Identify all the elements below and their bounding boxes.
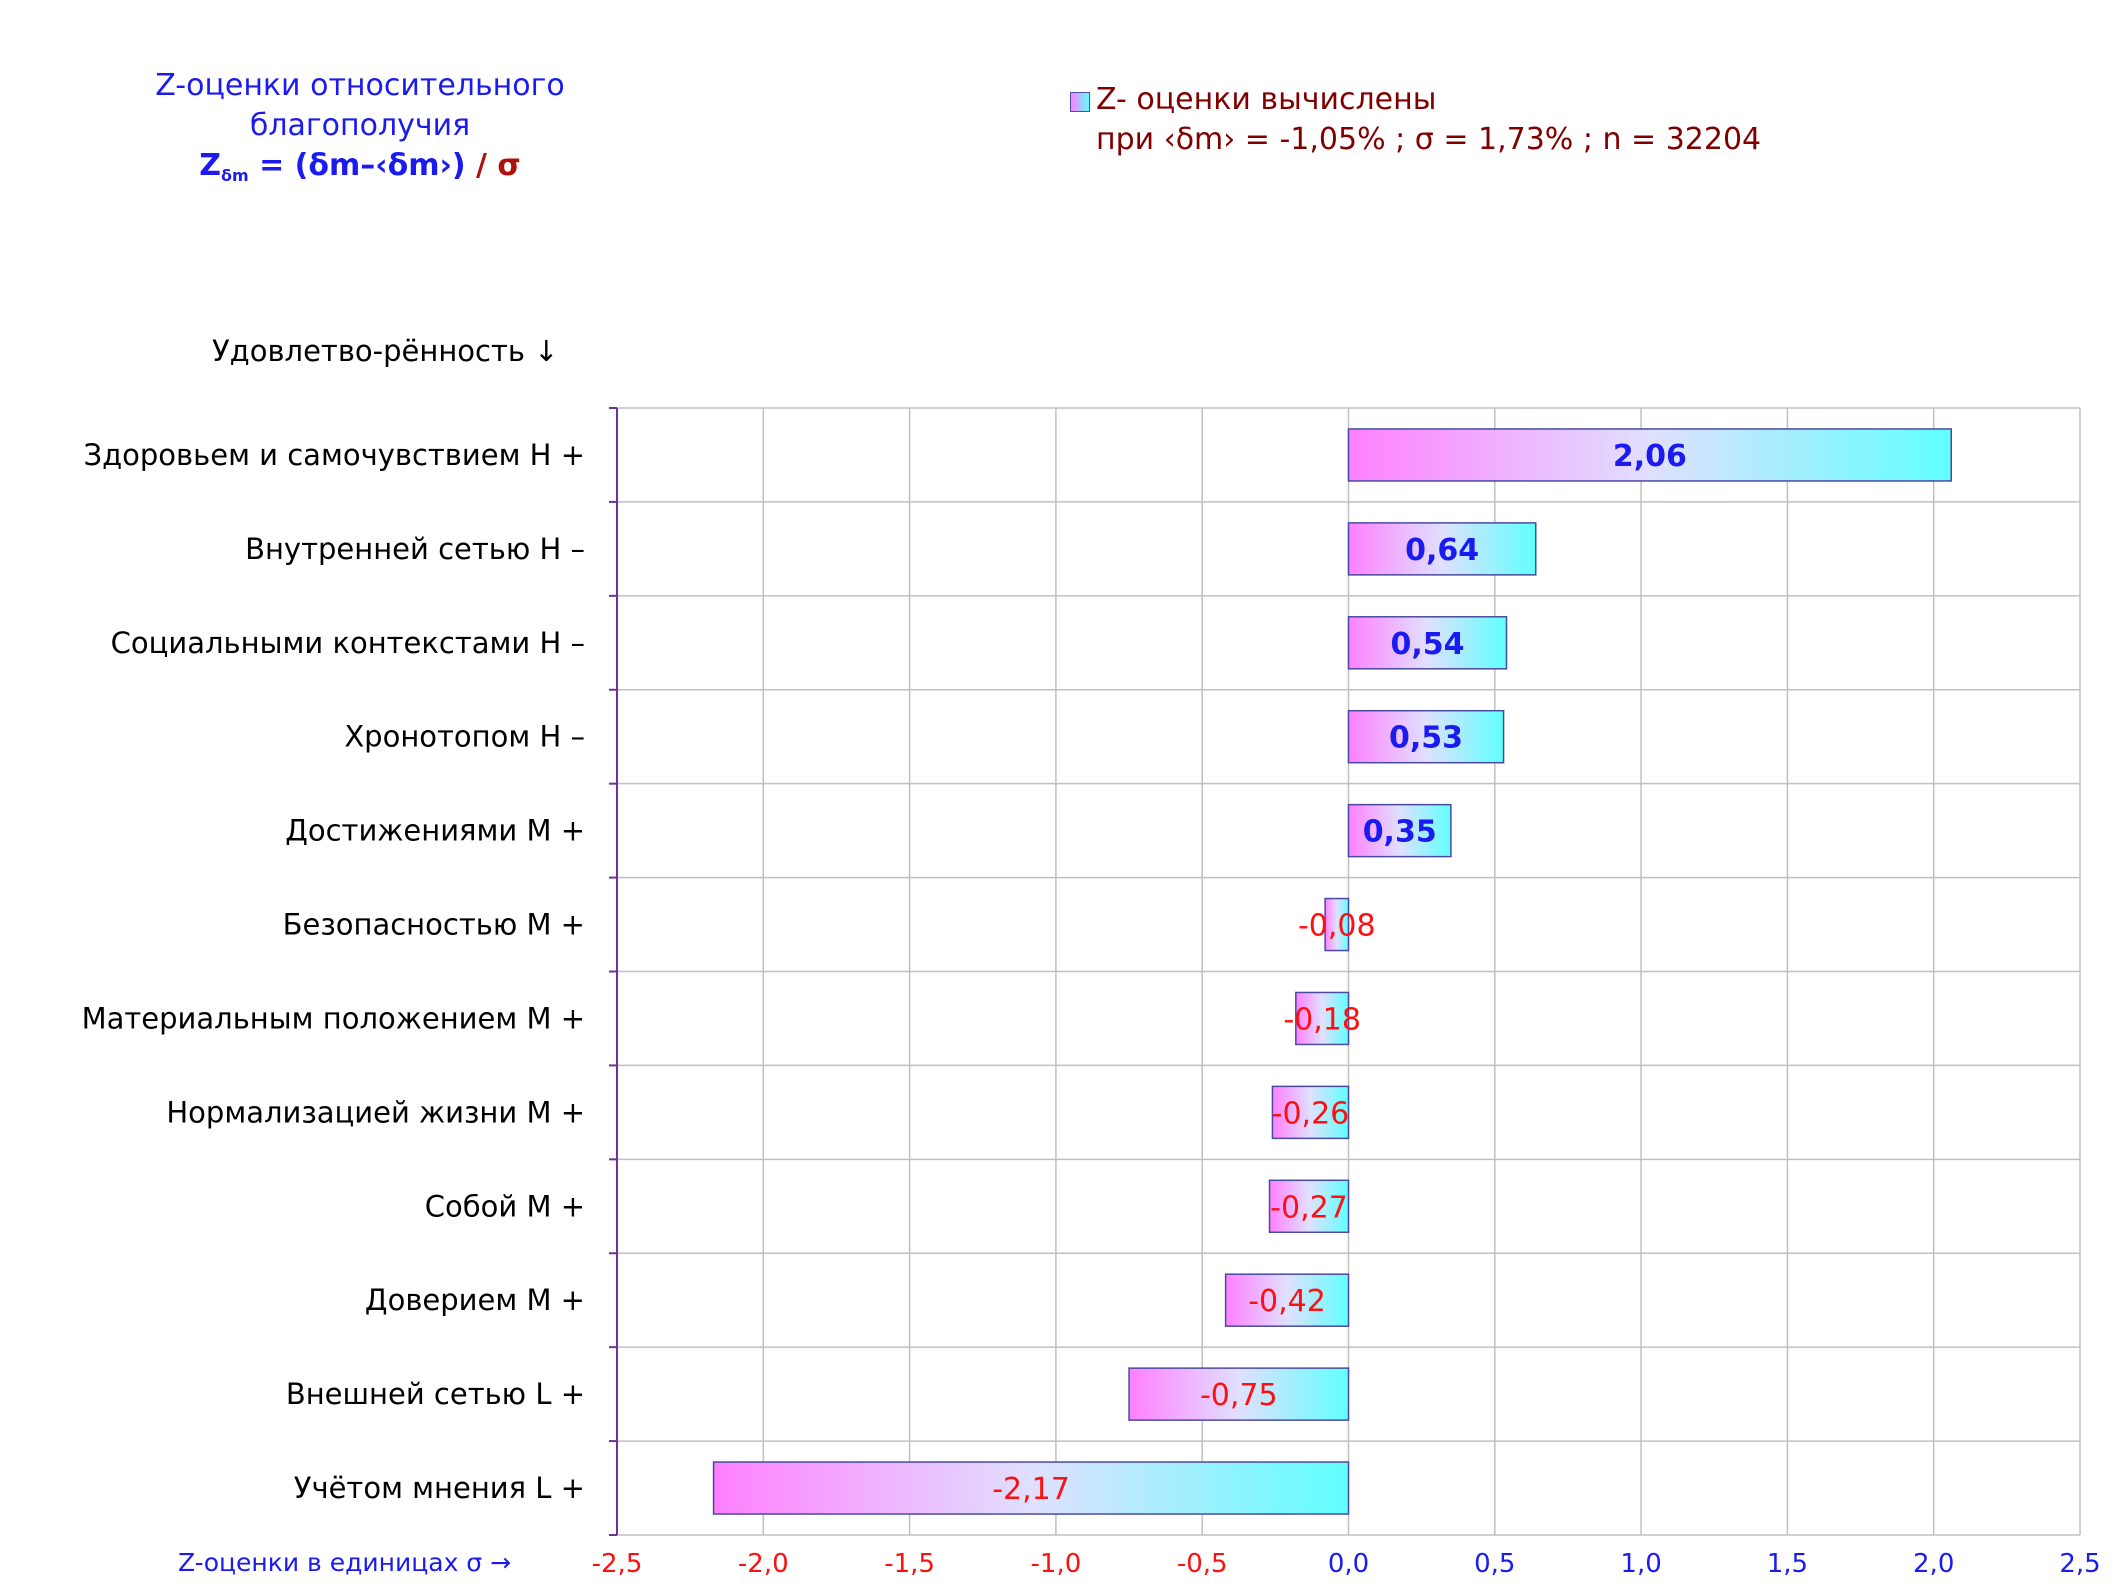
bar [1347, 522, 1537, 576]
x-tick-label: 1,5 [1767, 1549, 1808, 1579]
labels-layer: -2,5 -2,0 -1,5 -1,0 -0,5 0,0 0,5 1,0 1,5 2,0 2,5 2,… [82, 438, 2101, 1579]
x-tick-label: -2,5 [592, 1549, 643, 1579]
data-label: -0,42 [1248, 1284, 1326, 1319]
data-label: 0,64 [1405, 533, 1479, 568]
legend-swatch [1070, 92, 1090, 112]
formula-tail: / σ [465, 148, 521, 183]
category-label: Материальным положением M + [82, 1001, 585, 1035]
category-label: Собой M + [425, 1189, 585, 1223]
category-label: Доверием M + [365, 1283, 585, 1317]
x-axis-caption: Z-оценки в единицах σ → [178, 1548, 512, 1577]
grid-layer [609, 407, 2081, 1536]
x-tick-label: 2,5 [2059, 1549, 2100, 1579]
data-label: -0,27 [1270, 1190, 1348, 1225]
bar [1128, 1367, 1350, 1421]
bar [1347, 428, 1953, 482]
category-label: Достижениями M + [285, 814, 585, 848]
bars-layer [712, 428, 1953, 1515]
formula-rest: = (δm–‹δm›) [248, 148, 466, 183]
bar [1347, 616, 1508, 670]
data-label: 0,54 [1390, 627, 1464, 662]
x-tick-label: -0,5 [1177, 1549, 1228, 1579]
title-formula: Zδm = (δm–‹δm›) / σ [100, 146, 620, 196]
x-tick-label: 0,0 [1328, 1549, 1369, 1579]
bar [712, 1461, 1350, 1515]
x-tick-label: 0,5 [1474, 1549, 1515, 1579]
x-tick-label: -2,0 [738, 1549, 789, 1579]
category-label: Хронотопом H – [344, 720, 585, 754]
chart-title: Z-оценки относительного благополучия Zδm… [100, 66, 620, 196]
x-tick-label: 2,0 [1913, 1549, 1954, 1579]
data-label: -0,26 [1272, 1096, 1350, 1131]
data-label: 2,06 [1613, 439, 1687, 474]
category-label: Внутренней сетью H – [245, 532, 585, 566]
bar [1347, 709, 1505, 764]
x-tick-label: -1,5 [884, 1549, 935, 1579]
title-line-1: Z-оценки относительного [155, 68, 565, 103]
data-label: -0,75 [1200, 1378, 1278, 1413]
legend-stats: при ‹δm› = -1,05% ; σ = 1,73% ; n = 3220… [1096, 122, 1762, 157]
bar [1324, 897, 1350, 952]
bar [1268, 1179, 1350, 1234]
title-line-2: благополучия [249, 108, 471, 143]
legend-label: Z- оценки вычислены [1096, 82, 1437, 117]
category-header: Удовлетво-рённость ↓ [212, 334, 559, 368]
category-label: Учётом мнения L + [294, 1471, 585, 1505]
data-label: 0,35 [1363, 815, 1437, 850]
data-label: -0,18 [1283, 1002, 1361, 1037]
x-tick-label: -1,0 [1031, 1549, 1082, 1579]
bar [1295, 991, 1350, 1046]
bar [1347, 803, 1452, 858]
bar [1271, 1085, 1350, 1140]
data-label: -0,08 [1298, 909, 1376, 944]
category-label: Здоровьем и самочувствием H + [84, 438, 585, 472]
x-tick-label: 1,0 [1620, 1549, 1661, 1579]
data-label: -2,17 [992, 1472, 1070, 1507]
data-label: 0,53 [1389, 721, 1463, 756]
formula-z: Z [199, 148, 221, 183]
bar [1224, 1273, 1350, 1327]
formula-sub: δm [220, 166, 249, 185]
category-label: Нормализацией жизни M + [166, 1095, 585, 1129]
category-label: Социальными контекстами H – [111, 626, 585, 660]
category-label: Безопасностью M + [283, 908, 585, 942]
category-label: Внешней сетью L + [286, 1377, 585, 1411]
